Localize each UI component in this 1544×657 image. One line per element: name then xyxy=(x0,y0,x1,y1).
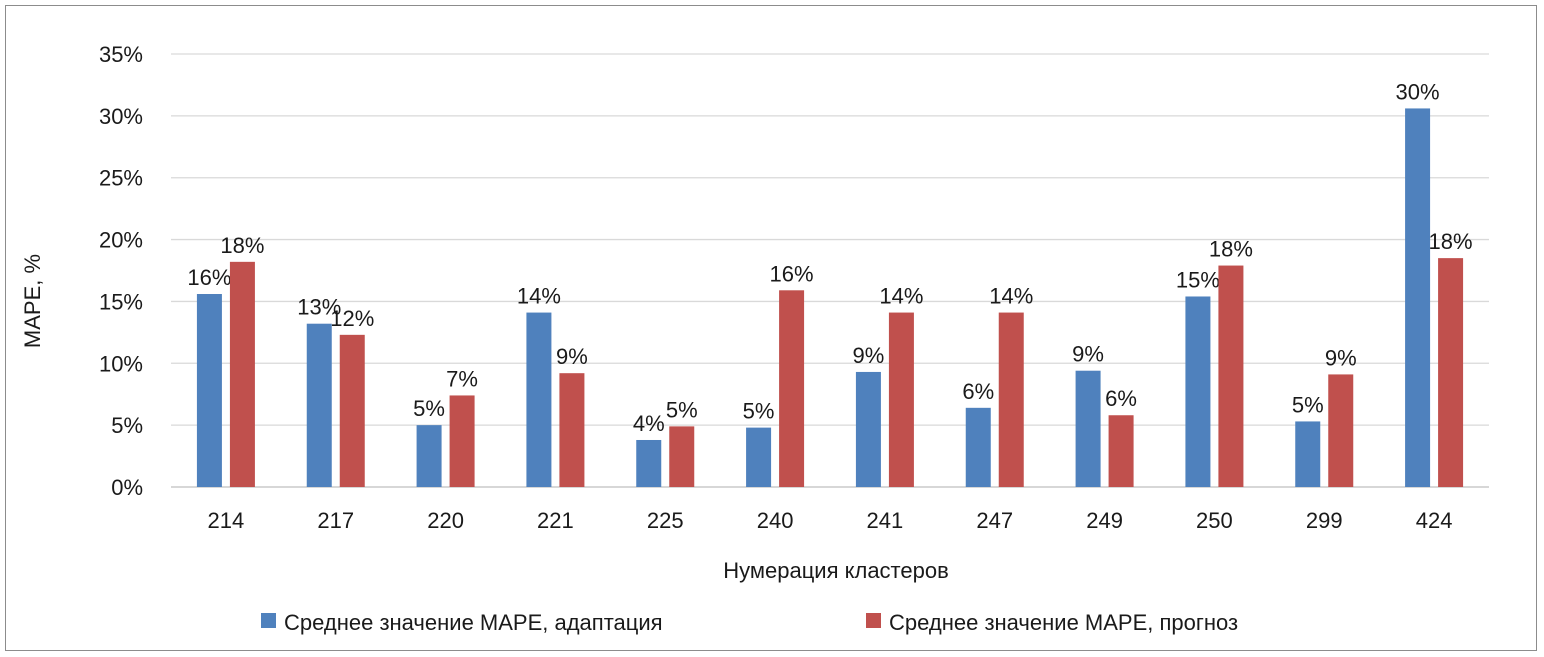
data-label-forecast: 16% xyxy=(770,261,814,286)
x-tick-label: 241 xyxy=(867,508,904,533)
y-axis-ticks: 0% 5% 10% 15% 20% 25% 30% 35% xyxy=(99,42,143,500)
legend: Среднее значение MAPE, адаптация Среднее… xyxy=(261,610,1238,635)
bar-adaptation xyxy=(526,312,552,487)
x-tick-label: 249 xyxy=(1086,508,1123,533)
bar-forecast xyxy=(449,395,475,487)
chart-frame xyxy=(5,5,1537,651)
data-label-forecast: 5% xyxy=(666,397,698,422)
bar-adaptation xyxy=(1405,108,1431,487)
data-label-adaptation: 13% xyxy=(297,295,341,320)
bar-forecast xyxy=(669,426,695,487)
bar-forecast xyxy=(888,312,914,487)
y-tick-label: 10% xyxy=(99,351,143,376)
y-tick-label: 0% xyxy=(111,475,143,500)
legend-swatch-forecast xyxy=(866,613,881,628)
bar-forecast xyxy=(1328,374,1354,487)
legend-label-adaptation: Среднее значение MAPE, адаптация xyxy=(284,610,663,635)
bar-forecast xyxy=(1108,415,1134,487)
legend-swatch-adaptation xyxy=(261,613,276,628)
data-label-forecast: 18% xyxy=(1429,229,1473,254)
data-label-forecast: 18% xyxy=(1209,237,1253,262)
data-label-adaptation: 5% xyxy=(743,399,775,424)
bar-forecast xyxy=(1218,265,1244,487)
x-tick-label: 247 xyxy=(976,508,1013,533)
y-tick-label: 30% xyxy=(99,104,143,129)
y-tick-label: 5% xyxy=(111,413,143,438)
bar-forecast xyxy=(559,373,585,487)
gridlines xyxy=(171,53,1489,488)
bar-adaptation xyxy=(306,323,332,487)
data-label-forecast: 9% xyxy=(1325,345,1357,370)
bar-adaptation xyxy=(196,294,222,487)
y-tick-label: 25% xyxy=(99,166,143,191)
x-tick-label: 225 xyxy=(647,508,684,533)
x-tick-label: 240 xyxy=(757,508,794,533)
data-label-forecast: 9% xyxy=(556,344,588,369)
data-label-forecast: 6% xyxy=(1105,386,1137,411)
bars: 16%18%13%12%5%7%14%9%4%5% 5%16%9%14%6%14%… xyxy=(187,79,1473,487)
x-axis-ticks: 214 217 220 221 225 240 241 247 249 250 299 424 xyxy=(208,508,1453,533)
data-label-adaptation: 5% xyxy=(1292,392,1324,417)
bar-adaptation xyxy=(1075,370,1101,487)
data-label-adaptation: 4% xyxy=(633,411,665,436)
y-tick-label: 35% xyxy=(99,42,143,67)
bar-adaptation xyxy=(746,427,772,487)
bar-adaptation xyxy=(636,439,662,487)
data-label-adaptation: 15% xyxy=(1176,267,1220,292)
y-tick-label: 20% xyxy=(99,228,143,253)
data-label-adaptation: 16% xyxy=(187,265,231,290)
bar-adaptation xyxy=(1185,296,1211,487)
bar-forecast xyxy=(339,334,365,487)
bar-forecast xyxy=(779,290,805,487)
bar-adaptation xyxy=(965,407,991,487)
y-tick-label: 15% xyxy=(99,289,143,314)
x-tick-label: 217 xyxy=(317,508,354,533)
data-label-forecast: 7% xyxy=(446,366,478,391)
x-tick-label: 220 xyxy=(427,508,464,533)
x-tick-label: 424 xyxy=(1416,508,1453,533)
legend-label-forecast: Среднее значение MAPE, прогноз xyxy=(889,610,1238,635)
data-label-adaptation: 5% xyxy=(413,396,445,421)
x-tick-label: 250 xyxy=(1196,508,1233,533)
bar-adaptation xyxy=(1295,421,1321,487)
x-tick-label: 299 xyxy=(1306,508,1343,533)
data-label-adaptation: 9% xyxy=(1072,342,1104,367)
data-label-adaptation: 6% xyxy=(962,379,994,404)
x-tick-label: 221 xyxy=(537,508,574,533)
x-tick-label: 214 xyxy=(208,508,245,533)
data-label-adaptation: 14% xyxy=(517,284,561,309)
bar-forecast xyxy=(229,261,255,487)
data-label-adaptation: 30% xyxy=(1396,79,1440,104)
data-label-forecast: 14% xyxy=(989,284,1033,309)
data-label-adaptation: 9% xyxy=(853,343,885,368)
data-label-forecast: 12% xyxy=(330,306,374,331)
bar-adaptation xyxy=(416,425,442,487)
data-label-forecast: 14% xyxy=(879,284,923,309)
x-axis-title: Нумерация кластеров xyxy=(723,558,949,583)
y-axis-title: MAPE, % xyxy=(20,254,45,348)
bar-forecast xyxy=(998,312,1024,487)
bar-forecast xyxy=(1438,258,1464,487)
bar-adaptation xyxy=(855,371,881,487)
data-label-forecast: 18% xyxy=(220,233,264,258)
